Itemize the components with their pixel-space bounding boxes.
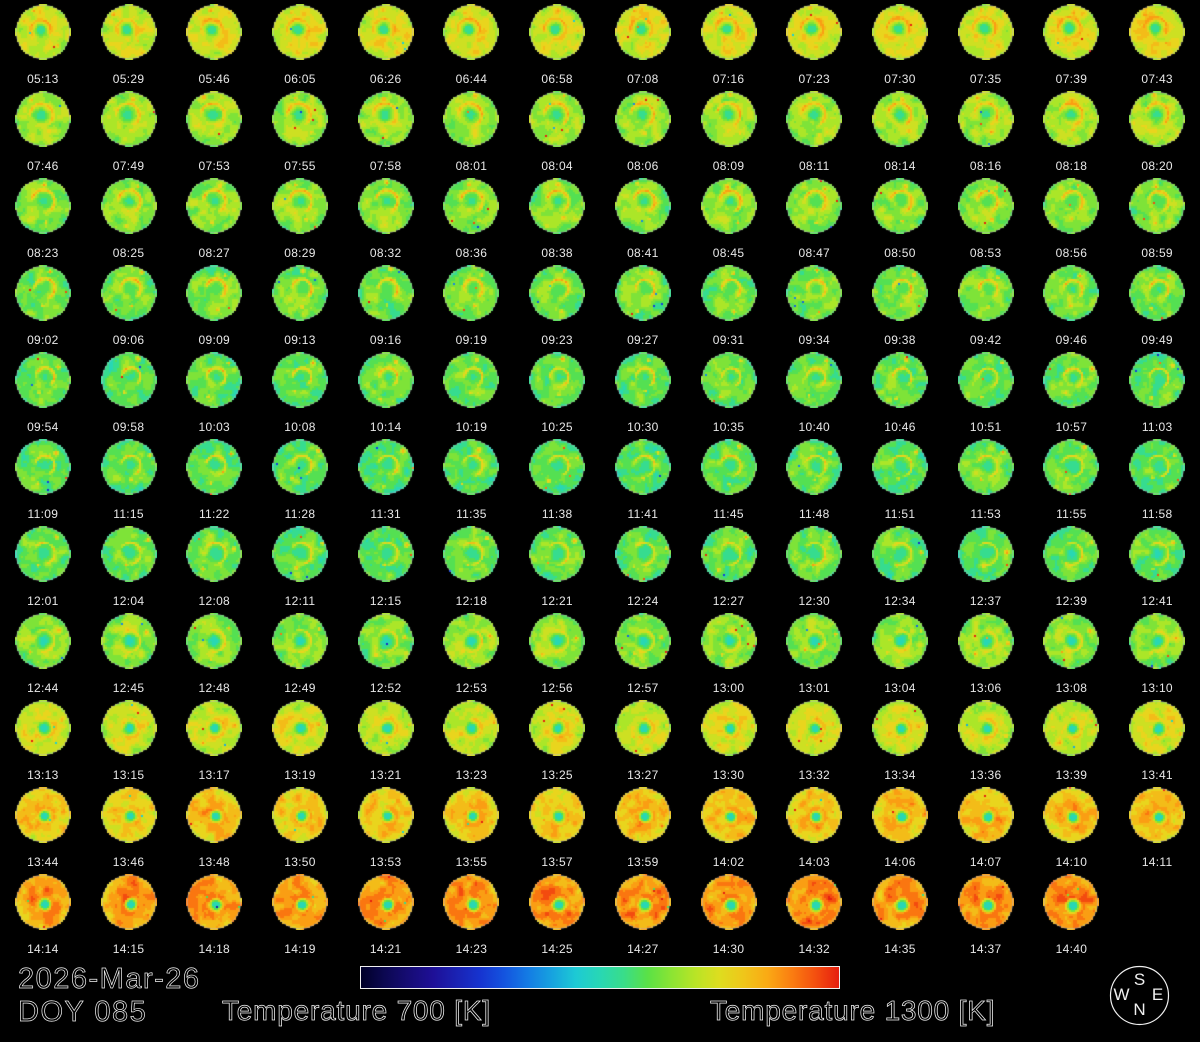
svg-text:S: S (1134, 970, 1145, 989)
svg-text:N: N (1133, 1000, 1145, 1019)
svg-text:E: E (1152, 985, 1163, 1004)
svg-text:W: W (1113, 985, 1129, 1004)
